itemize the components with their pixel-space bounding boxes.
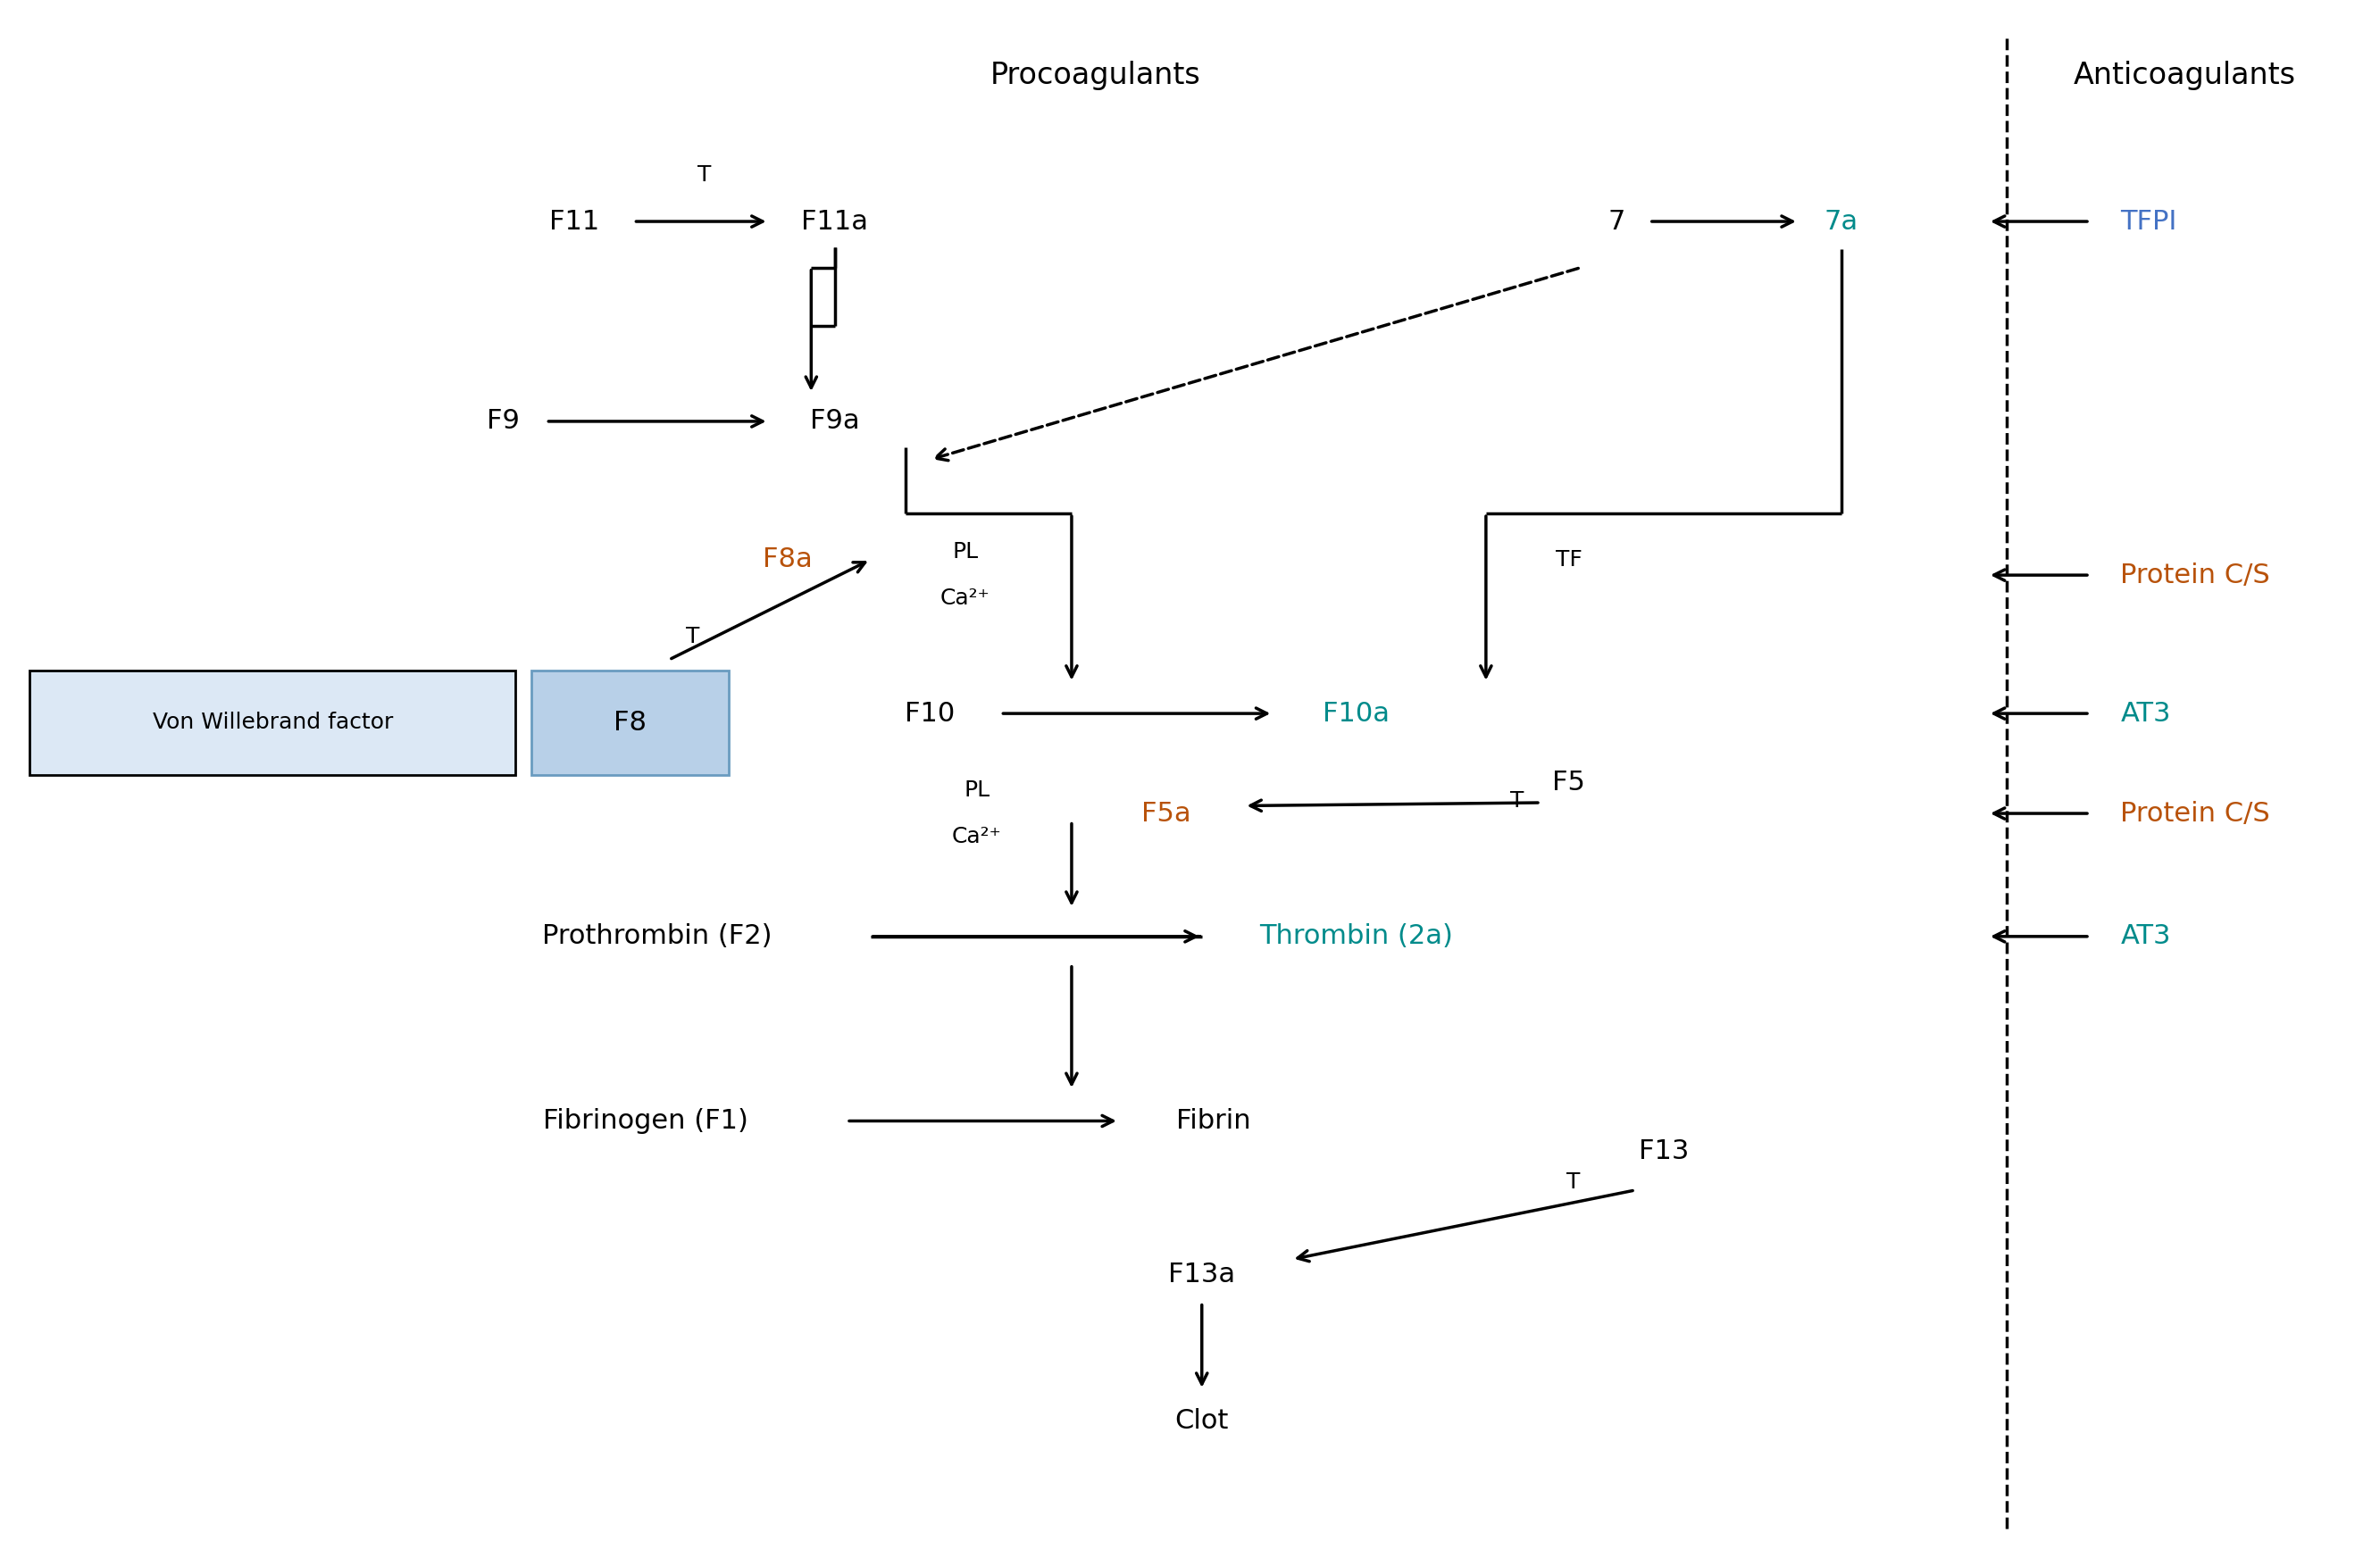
Text: F11: F11 bbox=[550, 209, 600, 234]
Text: 7a: 7a bbox=[1823, 209, 1859, 234]
Text: T: T bbox=[1509, 790, 1523, 812]
Text: Von Willebrand factor: Von Willebrand factor bbox=[152, 711, 393, 733]
Text: F13a: F13a bbox=[1169, 1262, 1235, 1288]
Text: F9: F9 bbox=[488, 408, 519, 434]
Text: 7: 7 bbox=[1607, 209, 1626, 234]
Text: F10: F10 bbox=[904, 701, 954, 727]
Text: F13: F13 bbox=[1637, 1139, 1690, 1164]
Text: Clot: Clot bbox=[1176, 1407, 1228, 1434]
Text: Procoagulants: Procoagulants bbox=[990, 60, 1200, 90]
Text: F11a: F11a bbox=[802, 209, 869, 234]
Text: TF: TF bbox=[1557, 549, 1583, 570]
Text: F8: F8 bbox=[614, 710, 647, 736]
Bar bbox=[31, 671, 514, 775]
Text: Fibrinogen (F1): Fibrinogen (F1) bbox=[543, 1108, 747, 1135]
Text: T: T bbox=[1566, 1172, 1580, 1194]
Text: Protein C/S: Protein C/S bbox=[2121, 800, 2271, 826]
Text: F5: F5 bbox=[1552, 770, 1585, 795]
Text: Protein C/S: Protein C/S bbox=[2121, 563, 2271, 587]
Text: AT3: AT3 bbox=[2121, 924, 2171, 950]
Text: Anticoagulants: Anticoagulants bbox=[2073, 60, 2297, 90]
Text: F10a: F10a bbox=[1323, 701, 1390, 727]
Text: Thrombin (2a): Thrombin (2a) bbox=[1259, 924, 1452, 950]
Text: F9a: F9a bbox=[809, 408, 859, 434]
Text: F5a: F5a bbox=[1142, 800, 1190, 826]
Text: TFPI: TFPI bbox=[2121, 209, 2178, 234]
Text: Ca²⁺: Ca²⁺ bbox=[940, 587, 990, 609]
Text: Ca²⁺: Ca²⁺ bbox=[952, 826, 1002, 848]
Bar bbox=[531, 671, 728, 775]
Text: Prothrombin (F2): Prothrombin (F2) bbox=[543, 924, 771, 950]
Text: PL: PL bbox=[964, 780, 990, 801]
Text: PL: PL bbox=[952, 541, 978, 563]
Text: F8a: F8a bbox=[762, 547, 812, 572]
Text: Fibrin: Fibrin bbox=[1176, 1108, 1252, 1135]
Text: T: T bbox=[697, 164, 712, 186]
Text: T: T bbox=[685, 626, 700, 648]
Text: AT3: AT3 bbox=[2121, 701, 2171, 727]
